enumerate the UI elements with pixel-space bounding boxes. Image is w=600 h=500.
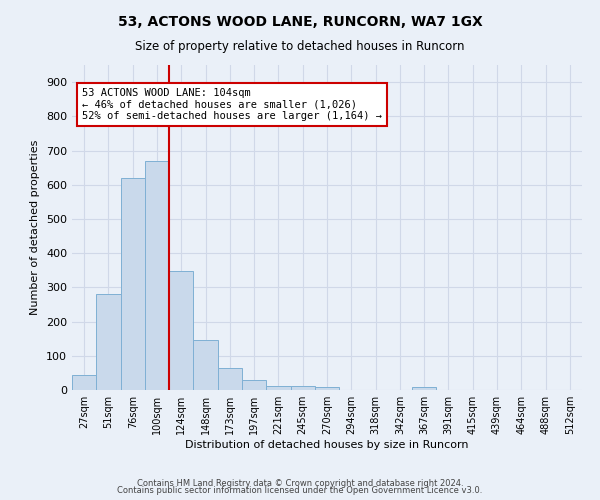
- Text: Contains public sector information licensed under the Open Government Licence v3: Contains public sector information licen…: [118, 486, 482, 495]
- Bar: [315, 387, 339, 390]
- Bar: [266, 386, 290, 390]
- Bar: [169, 271, 193, 390]
- Bar: [72, 375, 96, 390]
- Y-axis label: Number of detached properties: Number of detached properties: [31, 140, 40, 315]
- Bar: [96, 294, 121, 390]
- Bar: [121, 178, 145, 390]
- Bar: [193, 340, 218, 390]
- Bar: [145, 161, 169, 390]
- Bar: [218, 368, 242, 390]
- Text: Size of property relative to detached houses in Runcorn: Size of property relative to detached ho…: [135, 40, 465, 53]
- Bar: [242, 380, 266, 390]
- Bar: [290, 386, 315, 390]
- Text: 53 ACTONS WOOD LANE: 104sqm
← 46% of detached houses are smaller (1,026)
52% of : 53 ACTONS WOOD LANE: 104sqm ← 46% of det…: [82, 88, 382, 121]
- X-axis label: Distribution of detached houses by size in Runcorn: Distribution of detached houses by size …: [185, 440, 469, 450]
- Text: Contains HM Land Registry data © Crown copyright and database right 2024.: Contains HM Land Registry data © Crown c…: [137, 478, 463, 488]
- Text: 53, ACTONS WOOD LANE, RUNCORN, WA7 1GX: 53, ACTONS WOOD LANE, RUNCORN, WA7 1GX: [118, 15, 482, 29]
- Bar: [412, 388, 436, 390]
